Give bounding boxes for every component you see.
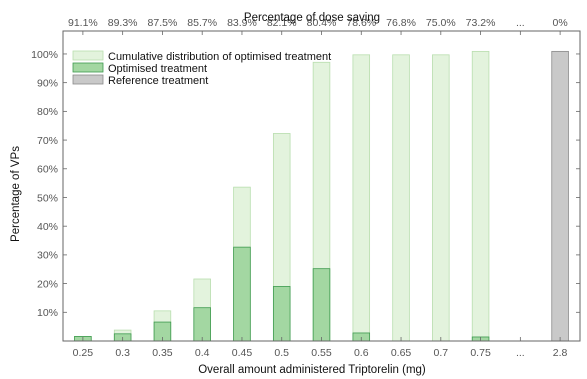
x-axis-title: Overall amount administered Triptorelin …	[198, 364, 426, 376]
bar-reference-2.8	[551, 50, 569, 342]
bars-layer	[74, 50, 569, 342]
bar-cumulative-0.65	[392, 54, 410, 342]
y-tick-label: 80%	[37, 106, 58, 118]
top-tick-label: 78.6%	[346, 17, 376, 29]
legend: Cumulative distribution of optimised tre…	[72, 50, 331, 87]
y-tick-label: 10%	[37, 307, 58, 319]
y-tick-label: 30%	[37, 250, 58, 262]
legend-label-optimised: Optimised treatment	[108, 63, 207, 75]
legend-swatch-reference	[72, 74, 104, 85]
top-axis-title: Percentage of dose saving	[244, 12, 380, 24]
y-tick-label: 40%	[37, 221, 58, 233]
top-tick-label: 73.2%	[466, 17, 496, 29]
top-tick-label: 91.1%	[68, 17, 98, 29]
bar-optimised-0.45	[233, 246, 251, 342]
top-tick-label: 0%	[553, 17, 568, 29]
y-tick-label: 60%	[37, 164, 58, 176]
legend-swatch-cumulative	[72, 50, 104, 61]
x-tick-label: 0.45	[232, 347, 253, 359]
top-tick-label: 89.3%	[108, 17, 138, 29]
x-tick-label: ...	[516, 347, 525, 359]
top-tick-label: 83.9%	[227, 17, 257, 29]
x-tick-label: 0.6	[354, 347, 369, 359]
legend-label-cumulative: Cumulative distribution of optimised tre…	[108, 51, 331, 63]
bar-cumulative-0.75	[471, 50, 490, 342]
x-tick-label: 0.65	[391, 347, 412, 359]
x-tick-label: 0.35	[152, 347, 173, 359]
y-tick-label: 90%	[37, 77, 58, 89]
top-tick-label: 82.1%	[267, 17, 297, 29]
bar-optimised-0.55	[312, 268, 331, 342]
legend-swatch-optimised	[72, 62, 104, 73]
bar-cumulative-0.6	[352, 54, 371, 342]
top-tick-label: ...	[516, 17, 525, 29]
bar-optimised-0.5	[272, 286, 291, 342]
x-tick-label: 2.8	[553, 347, 568, 359]
y-tick-label: 50%	[37, 192, 58, 204]
bar-cumulative-0.7	[432, 54, 450, 342]
top-tick-label: 76.8%	[386, 17, 416, 29]
x-tick-label: 0.3	[115, 347, 130, 359]
x-tick-label: 0.4	[195, 347, 210, 359]
x-tick-label: 0.7	[434, 347, 449, 359]
top-tick-label: 80.4%	[307, 17, 337, 29]
y-tick-label: 100%	[31, 49, 58, 61]
x-tick-label: 0.25	[73, 347, 94, 359]
ticks-layer: 10% 20% 30% 40% 50% 60% 70% 80% 90% 100% 0.25 91.1%…	[31, 17, 580, 359]
y-tick-label: 20%	[37, 278, 58, 290]
y-axis-title: Percentage of VPs	[10, 146, 22, 242]
bar-optimised-0.4	[193, 307, 211, 342]
x-tick-label: 0.5	[274, 347, 289, 359]
top-tick-label: 75.0%	[426, 17, 456, 29]
x-tick-label: 0.55	[311, 347, 332, 359]
y-tick-label: 70%	[37, 135, 58, 147]
top-tick-label: 85.7%	[187, 17, 217, 29]
x-tick-label: 0.75	[470, 347, 491, 359]
legend-label-reference: Reference treatment	[108, 75, 208, 87]
top-tick-label: 87.5%	[148, 17, 178, 29]
